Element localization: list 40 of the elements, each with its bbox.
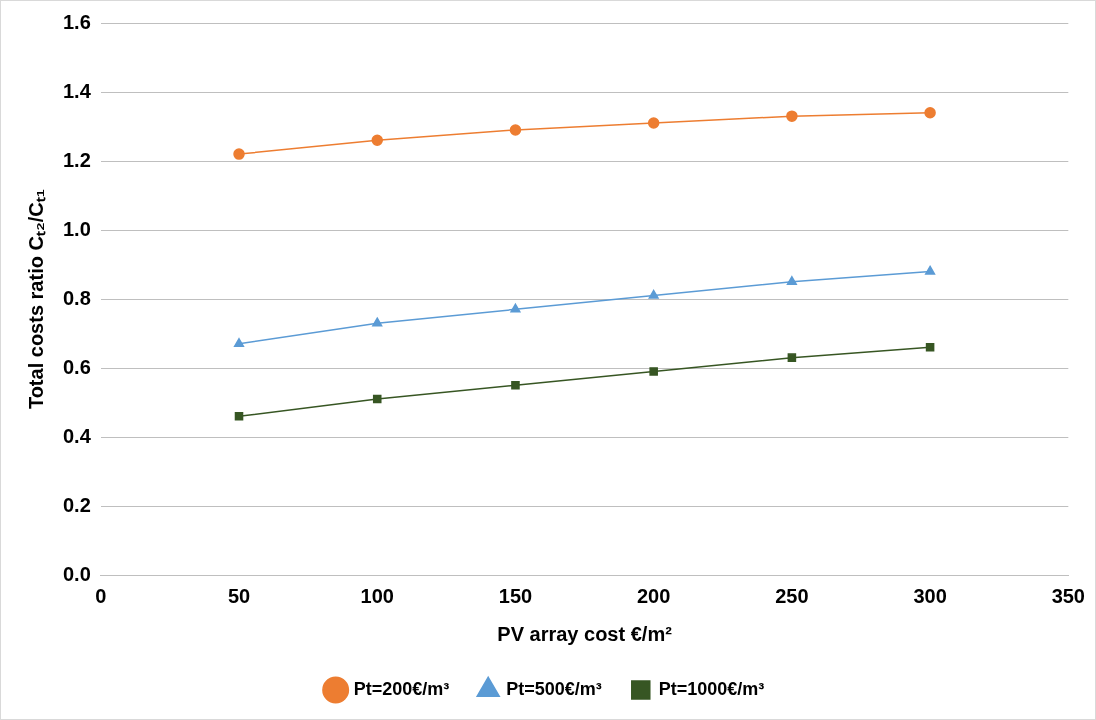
x-tick-label: 150 (498, 584, 533, 607)
x-tick-label: 250 (775, 584, 809, 607)
point (925, 343, 935, 352)
y-tick-label: 0.2 (62, 493, 91, 516)
y-tick-label: 0.4 (62, 424, 92, 447)
legend-label: Pt=1000€/m³ (658, 678, 765, 699)
x-tick-label: 350 (1051, 584, 1085, 607)
y-tick-label: 0.6 (62, 355, 91, 378)
point (647, 117, 660, 129)
point (649, 367, 658, 376)
y-tick-label: 1.2 (62, 148, 91, 171)
point (372, 394, 382, 404)
y-tick-label: 1.4 (62, 79, 92, 102)
legend-label: Pt=500€/m³ (506, 678, 602, 699)
legend-label: Pt=200€/m³ (353, 678, 450, 699)
point (924, 106, 936, 119)
x-axis-title: PV array cost €/m² (497, 622, 673, 645)
point (371, 134, 383, 147)
point (786, 276, 797, 285)
point (511, 380, 520, 390)
y-tick-label: 1.0 (62, 217, 91, 240)
x-tick-label: 200 (636, 584, 671, 607)
point (787, 353, 797, 362)
x-tick-label: 100 (360, 584, 394, 607)
point (510, 303, 521, 313)
point (925, 265, 936, 275)
y-tick-label: 0.8 (62, 286, 91, 309)
point (786, 110, 798, 122)
point (648, 289, 659, 299)
y-tick-label: 1.6 (62, 10, 91, 33)
y-axis-title: Total costs ratio Cₜ₂/Cₜ₁ (24, 188, 47, 410)
x-tick-label: 0 (95, 584, 107, 607)
y-tick-label: 0.0 (62, 562, 91, 585)
point (234, 412, 244, 421)
x-tick-label: 50 (227, 584, 251, 607)
point (509, 124, 522, 136)
point (233, 148, 245, 160)
point (372, 317, 383, 327)
point (233, 338, 245, 348)
x-tick-label: 300 (913, 584, 947, 607)
